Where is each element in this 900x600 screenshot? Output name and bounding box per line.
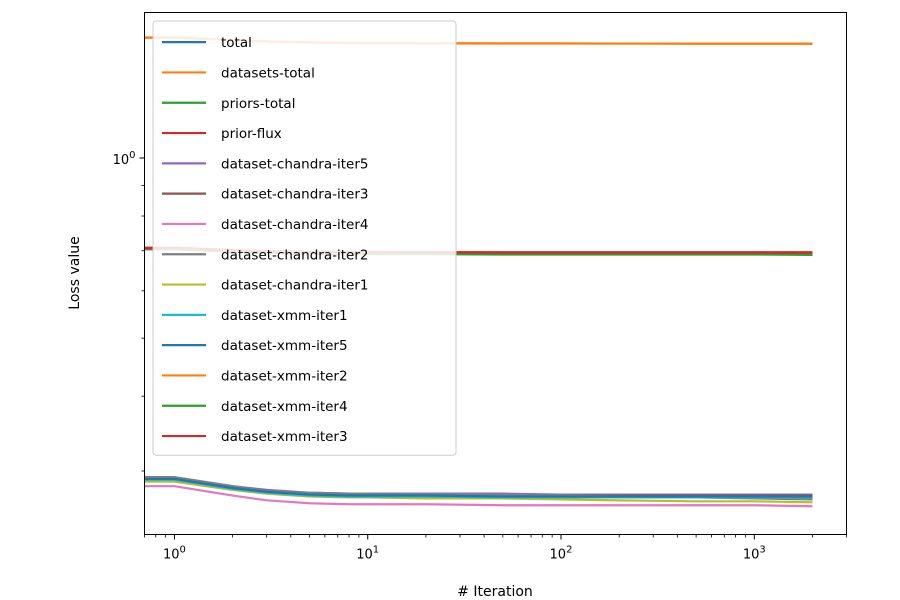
legend-label: datasets-total — [221, 65, 315, 81]
legend-box — [152, 20, 457, 456]
series-line-7 — [144, 485, 813, 508]
legend-entry: dataset-xmm-iter5 — [162, 338, 348, 354]
legend-label: prior-flux — [221, 126, 282, 142]
legend-label: dataset-xmm-iter5 — [221, 338, 348, 354]
x-tick-label: 103 — [743, 545, 766, 563]
legend-label: dataset-chandra-iter1 — [221, 278, 368, 294]
legend: total datasets-total priors-total prior-flu… — [152, 20, 457, 456]
x-tick-label: 100 — [163, 545, 186, 563]
series-line-11 — [144, 477, 813, 498]
legend-entry: dataset-xmm-iter1 — [162, 308, 348, 324]
legend-entry: dataset-xmm-iter3 — [162, 429, 348, 445]
legend-label: dataset-chandra-iter4 — [221, 217, 368, 233]
legend-entry: dataset-chandra-iter5 — [162, 156, 368, 172]
legend-entry: priors-total — [162, 96, 295, 112]
legend-label: dataset-chandra-iter5 — [221, 156, 368, 172]
series-line-9 — [144, 480, 813, 504]
legend-entry: dataset-xmm-iter2 — [162, 368, 348, 384]
legend-label: dataset-xmm-iter2 — [221, 368, 348, 384]
x-tick-label: 101 — [356, 545, 379, 563]
x-tick-label: 102 — [550, 545, 573, 563]
legend-label: total — [221, 35, 252, 51]
legend-label: dataset-xmm-iter4 — [221, 399, 348, 415]
y-axis-label: Loss value — [67, 236, 83, 309]
legend-label: dataset-chandra-iter2 — [221, 247, 368, 263]
legend-entry: dataset-chandra-iter1 — [162, 278, 368, 294]
x-axis-label: # Iteration — [457, 584, 533, 600]
legend-label: dataset-xmm-iter1 — [221, 308, 348, 324]
legend-entry: prior-flux — [162, 126, 282, 142]
y-tick-label: 100 — [113, 150, 136, 168]
legend-entry: datasets-total — [162, 65, 315, 81]
axis-ticks: 100 101 102 103 100 — [113, 150, 847, 563]
legend-entry: dataset-chandra-iter4 — [162, 217, 368, 233]
plot-frame — [144, 12, 847, 535]
legend-entry: total — [162, 35, 252, 51]
legend-entry: dataset-xmm-iter4 — [162, 399, 348, 415]
legend-label: priors-total — [221, 96, 295, 112]
legend-entry: dataset-chandra-iter3 — [162, 187, 368, 203]
legend-label: dataset-xmm-iter3 — [221, 429, 348, 445]
legend-entry: dataset-chandra-iter2 — [162, 247, 368, 263]
legend-label: dataset-chandra-iter3 — [221, 187, 368, 203]
